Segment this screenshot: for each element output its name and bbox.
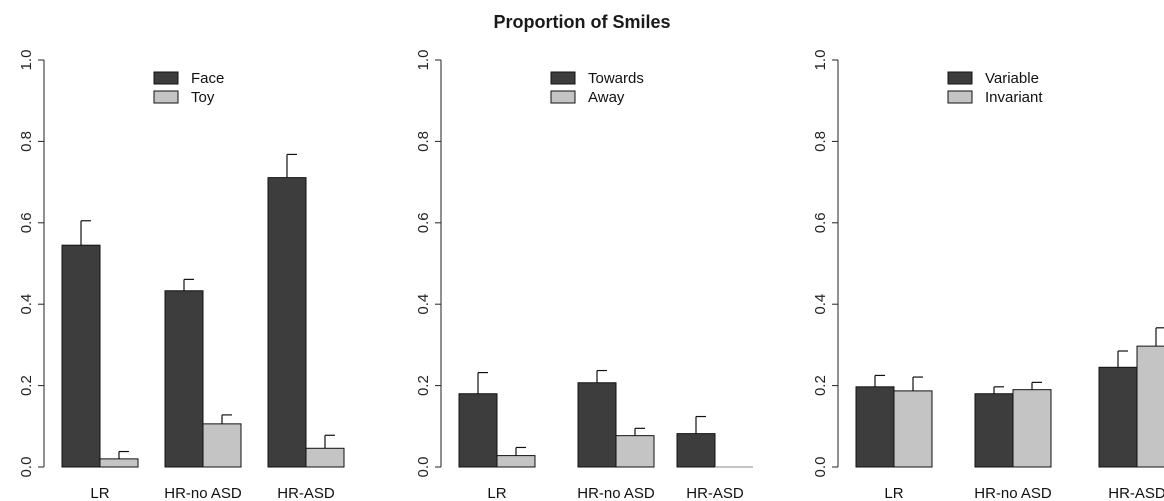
y-tick-label: 0.4 (415, 294, 432, 315)
legend-swatch (550, 71, 576, 85)
legend-swatch (153, 90, 179, 104)
category-label: HR-no ASD (164, 485, 242, 501)
bar (1012, 389, 1052, 468)
bar (496, 455, 536, 468)
y-tick-label: 1.0 (18, 50, 35, 71)
y-tick-label: 0.6 (812, 212, 829, 233)
legend-label: Invariant (985, 89, 1043, 106)
legend-swatch (550, 90, 576, 104)
y-tick-label: 1.0 (415, 50, 432, 71)
y-tick-label: 0.4 (812, 294, 829, 315)
y-tick-label: 0.8 (415, 131, 432, 152)
y-tick-label: 0.0 (812, 457, 829, 478)
category-label: HR-no ASD (577, 485, 655, 501)
category-label: LR (884, 485, 903, 501)
bar (615, 435, 655, 468)
category-label: HR-ASD (277, 485, 335, 501)
bar (305, 447, 345, 468)
y-tick-label: 1.0 (812, 50, 829, 71)
y-tick-label: 0.8 (18, 131, 35, 152)
category-label: HR-ASD (686, 485, 744, 501)
legend-swatch (153, 71, 179, 85)
bar (855, 386, 895, 468)
category-label: LR (90, 485, 109, 501)
legend-label: Face (191, 70, 224, 87)
chart-panel-2: 0.0 0.2 0.4 0.6 0.8 1.0 LR HR-no ASD HR-ASD Towar… (415, 50, 753, 501)
y-tick-label: 0.6 (415, 212, 432, 233)
bar (1136, 345, 1164, 468)
bar (202, 423, 242, 468)
legend-swatch (947, 90, 973, 104)
chart-title: Proportion of Smiles (493, 12, 671, 32)
legend-swatch (947, 71, 973, 85)
category-label: HR-ASD (1108, 485, 1164, 501)
category-label: LR (487, 485, 506, 501)
bar (1098, 366, 1138, 468)
y-tick-label: 0.2 (415, 375, 432, 396)
bar (458, 393, 498, 468)
category-label: HR-no ASD (974, 485, 1052, 501)
bar (893, 390, 933, 468)
bar (267, 177, 307, 468)
bar (577, 382, 617, 468)
y-tick-label: 0.6 (18, 212, 35, 233)
y-tick-label: 0.0 (18, 457, 35, 478)
y-tick-label: 0.4 (18, 294, 35, 315)
bar (676, 433, 716, 468)
y-tick-label: 0.2 (18, 375, 35, 396)
y-tick-label: 0.0 (415, 457, 432, 478)
bar (974, 393, 1014, 468)
y-tick-label: 0.2 (812, 375, 829, 396)
chart-panel-3: 0.0 0.2 0.4 0.6 0.8 1.0 LR HR-no ASD HR-ASD Varia… (812, 50, 1164, 501)
legend-label: Toy (191, 89, 215, 106)
bar (61, 244, 101, 468)
chart-panel-1: 0.0 0.2 0.4 0.6 0.8 1.0 LR HR-no ASD HR-ASD Face T… (18, 50, 345, 501)
legend-label: Variable (985, 70, 1039, 87)
legend-label: Away (588, 89, 625, 106)
bar (164, 290, 204, 468)
y-tick-label: 0.8 (812, 131, 829, 152)
bar (99, 458, 139, 468)
legend-label: Towards (588, 70, 644, 87)
